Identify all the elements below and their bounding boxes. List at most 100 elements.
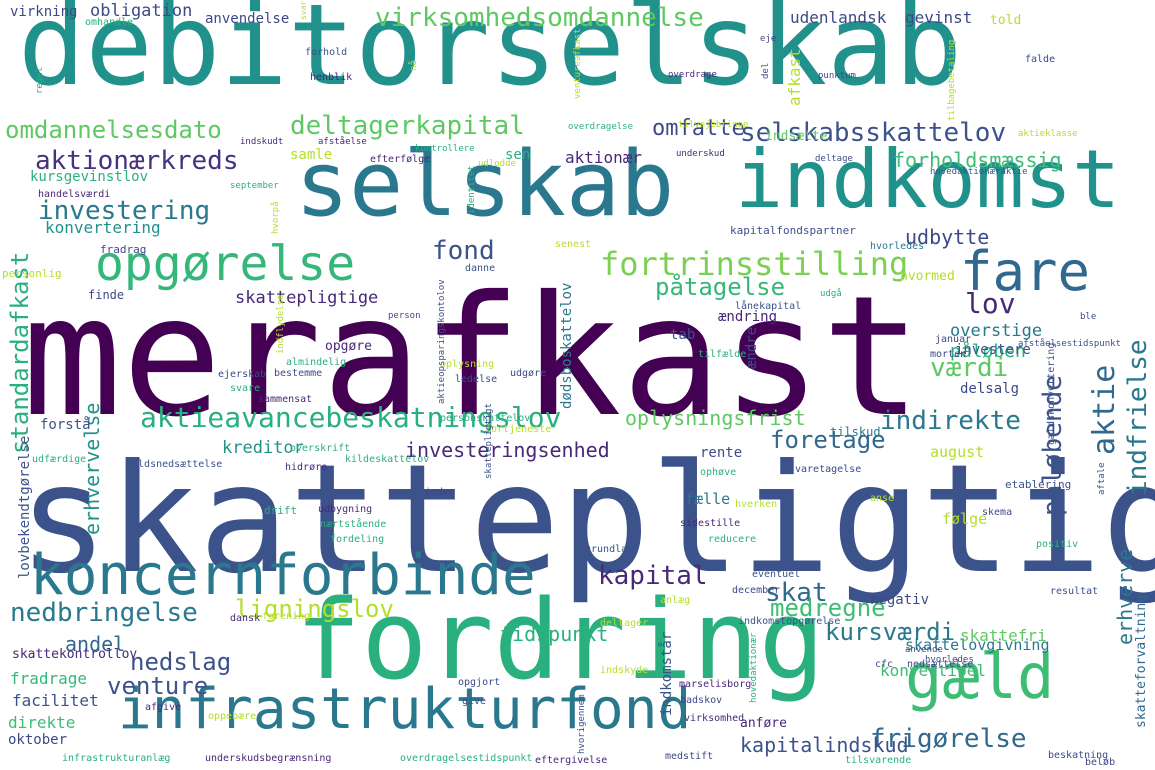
- cloud-word-identitet: identitet: [467, 165, 477, 214]
- cloud-word-senest: senest: [555, 239, 592, 250]
- cloud-word-lov: lov: [965, 287, 1016, 320]
- cloud-word-indflydelse: indflydelse: [276, 294, 286, 354]
- cloud-word-udfaerdige: udfærdige: [32, 454, 87, 465]
- cloud-word-svare: svare: [230, 383, 261, 394]
- cloud-word-danne: danne: [465, 263, 496, 274]
- cloud-word-aendre: ændre: [744, 326, 760, 369]
- cloud-word-rente: rente: [700, 445, 743, 461]
- cloud-word-skat: skat: [765, 578, 828, 608]
- cloud-word-naertstaaende: nærtstående: [320, 519, 387, 530]
- cloud-word-henblik: henblik: [310, 72, 353, 83]
- cloud-word-svar: svar: [299, 0, 308, 20]
- cloud-word-deltage: deltage: [815, 154, 853, 164]
- cloud-word-cfc: cfc: [875, 659, 894, 670]
- cloud-word-fordeling: fordeling: [330, 534, 385, 545]
- cloud-word-indfrielse: indfrielse: [1123, 339, 1153, 496]
- cloud-word-nedslag: nedslag: [130, 648, 232, 676]
- cloud-word-almindelig: almindelig: [286, 357, 347, 368]
- cloud-word-skema: skema: [982, 507, 1013, 518]
- cloud-word-positiv: positiv: [1036, 539, 1079, 550]
- cloud-word-kapitalfondspartner: kapitalfondspartner: [730, 224, 856, 237]
- cloud-word-omhandle: omhandle: [85, 17, 134, 28]
- cloud-word-badskov: badskov: [680, 695, 723, 706]
- cloud-word-anse: anse: [870, 493, 895, 504]
- cloud-word-falde: falde: [1025, 54, 1056, 65]
- cloud-word-standardafkast: standardafkast: [6, 251, 34, 454]
- cloud-word-infrastrukturanlaeg: infrastrukturanlæg: [62, 753, 171, 764]
- cloud-word-gaeldsnedsaettelse: gældsnedsættelse: [126, 459, 223, 470]
- cloud-word-sammensat: sammensat: [258, 394, 313, 405]
- cloud-word-punktum: punktum: [818, 71, 856, 81]
- cloud-word-beloeb: beløb: [1085, 757, 1116, 768]
- cloud-word-udgoere: udgøre: [510, 368, 547, 379]
- cloud-word-forstaa: forstå: [40, 417, 91, 433]
- cloud-word-tilskud: tilskud: [830, 425, 881, 439]
- cloud-word-ventureafkast: ventureafkast: [573, 28, 583, 99]
- cloud-word-oppebaere: oppebære: [208, 711, 257, 722]
- cloud-word-vaerdi: værdi: [930, 353, 1009, 383]
- cloud-word-investering: investering: [38, 196, 211, 226]
- cloud-word-eje: eje: [760, 34, 777, 44]
- cloud-word-august: august: [930, 443, 985, 461]
- cloud-word-drift: drift: [264, 504, 298, 517]
- cloud-word-gevinst: gevinst: [905, 8, 973, 27]
- cloud-word-december: december: [732, 585, 781, 596]
- cloud-word-debitorselskab: debitorselskab: [18, 0, 963, 111]
- cloud-word-selskabsskattelov: selskabsskattelov: [740, 118, 1007, 148]
- cloud-word-eventuel: eventuel: [752, 569, 801, 580]
- cloud-word-etablering: etablering: [1005, 478, 1072, 491]
- cloud-word-januar: januar: [935, 334, 972, 345]
- cloud-word-venture: venture: [107, 672, 209, 700]
- cloud-word-infrastrukturfond: infrastrukturfond: [118, 677, 692, 742]
- cloud-word-medregne: medregne: [770, 594, 886, 622]
- cloud-word-frigoerelse: frigørelse: [870, 724, 1027, 754]
- cloud-word-del: del: [761, 62, 771, 79]
- cloud-word-told: told: [990, 13, 1022, 28]
- cloud-word-indskyde: indskyde: [600, 665, 649, 676]
- cloud-word-beskatning: beskatning: [1048, 750, 1109, 761]
- cloud-word-afgive: afgive: [145, 702, 182, 713]
- cloud-word-obligation: obligation: [90, 1, 193, 21]
- cloud-word-grundlag: grundlag: [585, 544, 634, 555]
- cloud-word-fradrag: fradrag: [100, 243, 147, 256]
- cloud-word-erhverve: erhverve: [1113, 548, 1137, 645]
- cloud-word-aktionaerkreds: aktionærkreds: [35, 146, 239, 176]
- cloud-word-hovedaktionaeraktie: hovedaktionæraktie: [930, 167, 1028, 177]
- cloud-word-hvorledes: hvorledes: [870, 241, 925, 252]
- cloud-word-anvendelse: anvendelse: [205, 11, 290, 27]
- cloud-word-kildeskattelov: kildeskattelov: [345, 454, 430, 465]
- cloud-word-direkte: direkte: [8, 713, 76, 732]
- cloud-word-skatteforvaltning: skatteforvaltning: [1134, 594, 1149, 728]
- cloud-word-virksomhedsomdannelse: virksomhedsomdannelse: [375, 3, 704, 33]
- cloud-word-gaeldskonvertering: gældskonvertering: [1046, 342, 1057, 445]
- cloud-word-forhold: forhold: [305, 47, 348, 58]
- cloud-word-indsaette: indsætte: [765, 129, 828, 144]
- cloud-word-anvende: anvende: [905, 645, 943, 655]
- cloud-word-hvormed: hvormed: [900, 269, 955, 284]
- cloud-word-kursvaerdi: kursværdi: [825, 618, 956, 646]
- cloud-word-inden: inden: [425, 487, 456, 498]
- cloud-word-opgoerelse: opgørelse: [95, 236, 356, 292]
- cloud-word-personlig: personlig: [2, 267, 62, 280]
- cloud-word-hvorpaa: hvorpå: [271, 201, 281, 234]
- cloud-word-faelle: fælle: [685, 490, 731, 508]
- cloud-word-kapitalindskud: kapitalindskud: [740, 733, 909, 757]
- cloud-word-forholdsmaessig: forholdsmæssig: [893, 148, 1062, 172]
- cloud-word-opgjort: opgjort: [458, 677, 501, 688]
- cloud-word-oplysningsfrist: oplysningsfrist: [625, 406, 806, 430]
- cloud-word-foelge: følge: [942, 510, 988, 528]
- cloud-word-virkning: virkning: [10, 4, 78, 20]
- cloud-word-nedbringelse: nedbringelse: [10, 598, 198, 628]
- cloud-word-konvertibel: konvertibel: [880, 661, 986, 680]
- cloud-word-udenlandsk: udenlandsk: [790, 8, 887, 27]
- cloud-word-overstige: overstige: [950, 321, 1043, 341]
- cloud-word-fare: fare: [960, 240, 1091, 303]
- cloud-word-fortjeneste: fortjeneste: [485, 424, 552, 435]
- cloud-word-ble: ble: [1080, 312, 1097, 322]
- cloud-word-finde: finde: [88, 288, 125, 302]
- cloud-word-investere: investere: [955, 342, 1031, 358]
- cloud-word-udlodde: udlodde: [478, 159, 516, 169]
- cloud-word-marselisborg: marselisborg: [679, 679, 752, 690]
- cloud-word-konvertering: konvertering: [45, 218, 161, 237]
